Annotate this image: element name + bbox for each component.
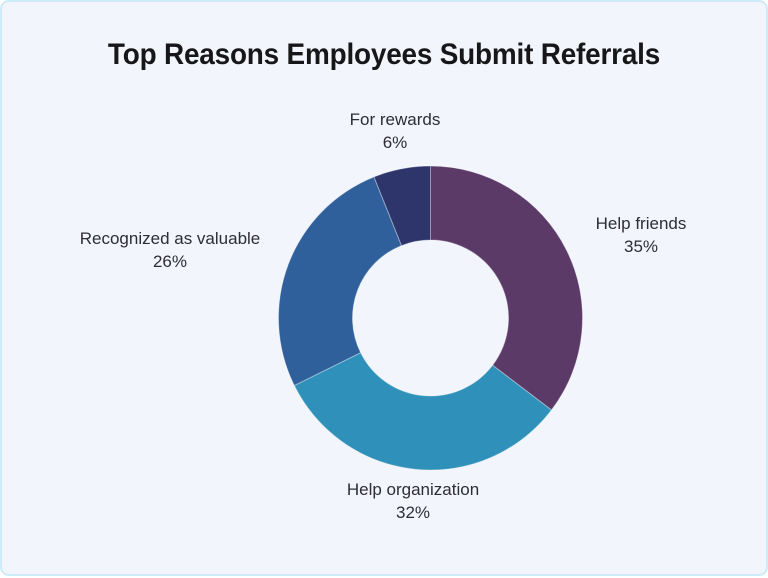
slice-label-recognized-as-valuable: Recognized as valuable 26% [80,227,261,273]
slice-label-pct: 35% [596,235,687,258]
slice-label-pct: 26% [80,250,261,273]
slice-label-help-friends: Help friends 35% [596,212,687,258]
slice-label-help-organization: Help organization 32% [347,478,479,524]
slice-label-pct: 32% [347,501,479,524]
donut-segment-recognized-as-valuable [279,177,402,386]
slice-label-text: Help friends [596,212,687,235]
slice-label-pct: 6% [350,131,441,154]
slice-label-for-rewards: For rewards 6% [350,108,441,154]
slice-label-text: For rewards [350,108,441,131]
slice-label-text: Help organization [347,478,479,501]
donut-segment-help-friends [431,166,583,410]
slice-label-text: Recognized as valuable [80,227,261,250]
